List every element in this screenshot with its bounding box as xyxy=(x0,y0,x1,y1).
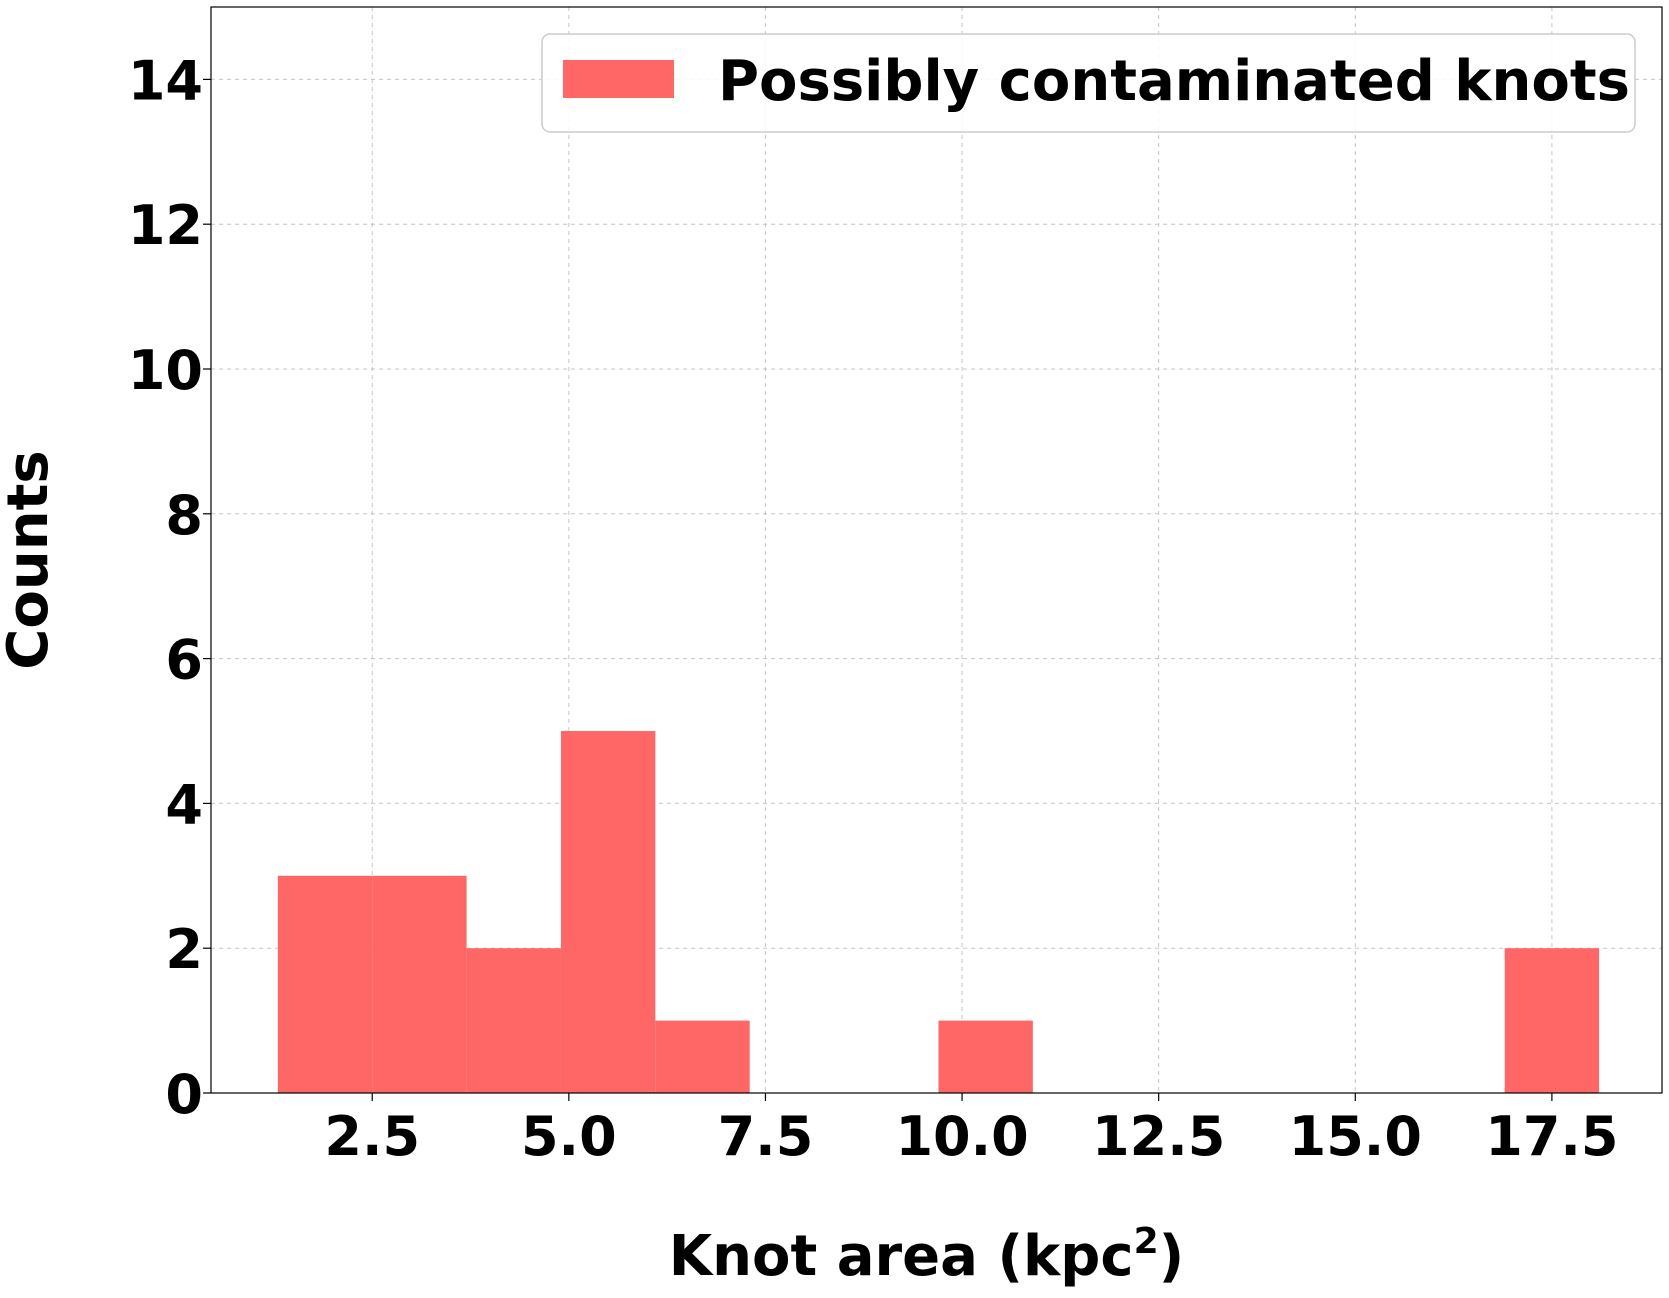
x-axis-ticks: 2.5 5.0 7.5 10.0 12.5 15.0 17.5 xyxy=(324,1093,1619,1168)
y-tick-label: 0 xyxy=(165,1063,203,1126)
x-axis-title: Knot area (kpc2) xyxy=(669,1221,1184,1289)
histogram-bar xyxy=(655,1020,750,1093)
x-tick-label: 2.5 xyxy=(324,1105,420,1168)
x-tick-label: 7.5 xyxy=(718,1105,814,1168)
y-tick-label: 12 xyxy=(128,194,203,257)
legend-label: Possibly contaminated knots xyxy=(718,49,1630,114)
histogram-bar xyxy=(466,948,561,1093)
x-axis-title-main: Knot area (kpc xyxy=(669,1224,1134,1289)
x-axis-title-end: ) xyxy=(1159,1224,1185,1289)
y-tick-label: 4 xyxy=(165,773,203,836)
x-tick-label: 5.0 xyxy=(521,1105,617,1168)
legend-swatch xyxy=(563,60,674,98)
histogram-bar xyxy=(938,1020,1033,1093)
x-tick-label: 10.0 xyxy=(895,1105,1028,1168)
y-tick-label: 14 xyxy=(128,49,203,112)
histogram-bar xyxy=(560,731,656,1093)
y-axis-title: Counts xyxy=(0,450,61,669)
x-tick-label: 15.0 xyxy=(1289,1105,1422,1168)
y-tick-label: 10 xyxy=(128,339,203,402)
histogram-bars xyxy=(277,731,1600,1093)
y-tick-label: 8 xyxy=(165,484,203,547)
x-axis-title-superscript: 2 xyxy=(1134,1221,1159,1262)
histogram-bar xyxy=(372,875,467,1093)
legend-box xyxy=(541,33,1636,133)
y-tick-label: 2 xyxy=(165,918,203,981)
y-axis-ticks: 0 2 4 6 8 10 12 14 xyxy=(128,49,211,1126)
plot-frame xyxy=(210,6,1663,1094)
x-tick-label: 12.5 xyxy=(1092,1105,1225,1168)
x-tick-label: 17.5 xyxy=(1485,1105,1618,1168)
histogram-bar xyxy=(1504,948,1600,1093)
histogram-bar xyxy=(277,875,373,1093)
y-tick-label: 6 xyxy=(165,629,203,692)
legend: Possibly contaminated knots xyxy=(541,33,1636,133)
